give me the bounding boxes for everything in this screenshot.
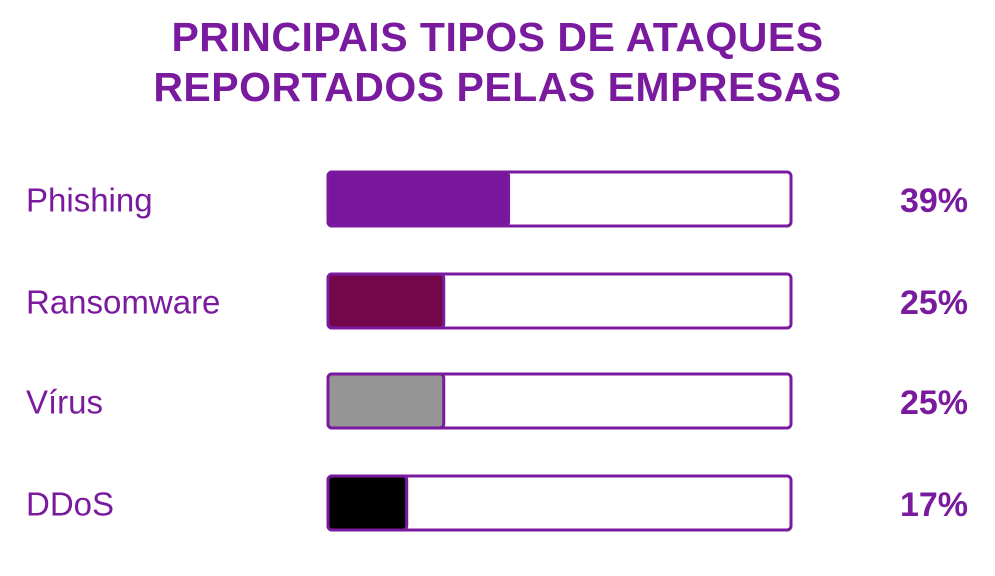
bar-fill-phishing (326, 170, 511, 228)
bar-row-virus: Vírus 25% (26, 372, 968, 430)
bar-row-ddos: DDoS 17% (26, 474, 968, 532)
bar-row-ransomware: Ransomware 25% (26, 272, 968, 330)
category-label: Vírus (26, 384, 103, 421)
bar-row-phishing: Phishing 39% (26, 170, 968, 228)
value-label: 25% (900, 384, 968, 422)
chart-title-line-2: REPORTADOS PELAS EMPRESAS (153, 64, 842, 110)
category-label: DDoS (26, 486, 114, 523)
bar-fill-virus (326, 372, 446, 430)
value-label: 25% (900, 284, 968, 322)
chart-title: PRINCIPAIS TIPOS DE ATAQUES REPORTADOS P… (0, 12, 995, 112)
chart-title-line-1: PRINCIPAIS TIPOS DE ATAQUES (171, 14, 824, 60)
value-label: 39% (900, 182, 968, 220)
value-label: 17% (900, 486, 968, 524)
category-label: Phishing (26, 182, 153, 219)
bar-fill-ddos (326, 474, 409, 532)
category-label: Ransomware (26, 284, 220, 321)
bar-fill-ransomware (326, 272, 446, 330)
